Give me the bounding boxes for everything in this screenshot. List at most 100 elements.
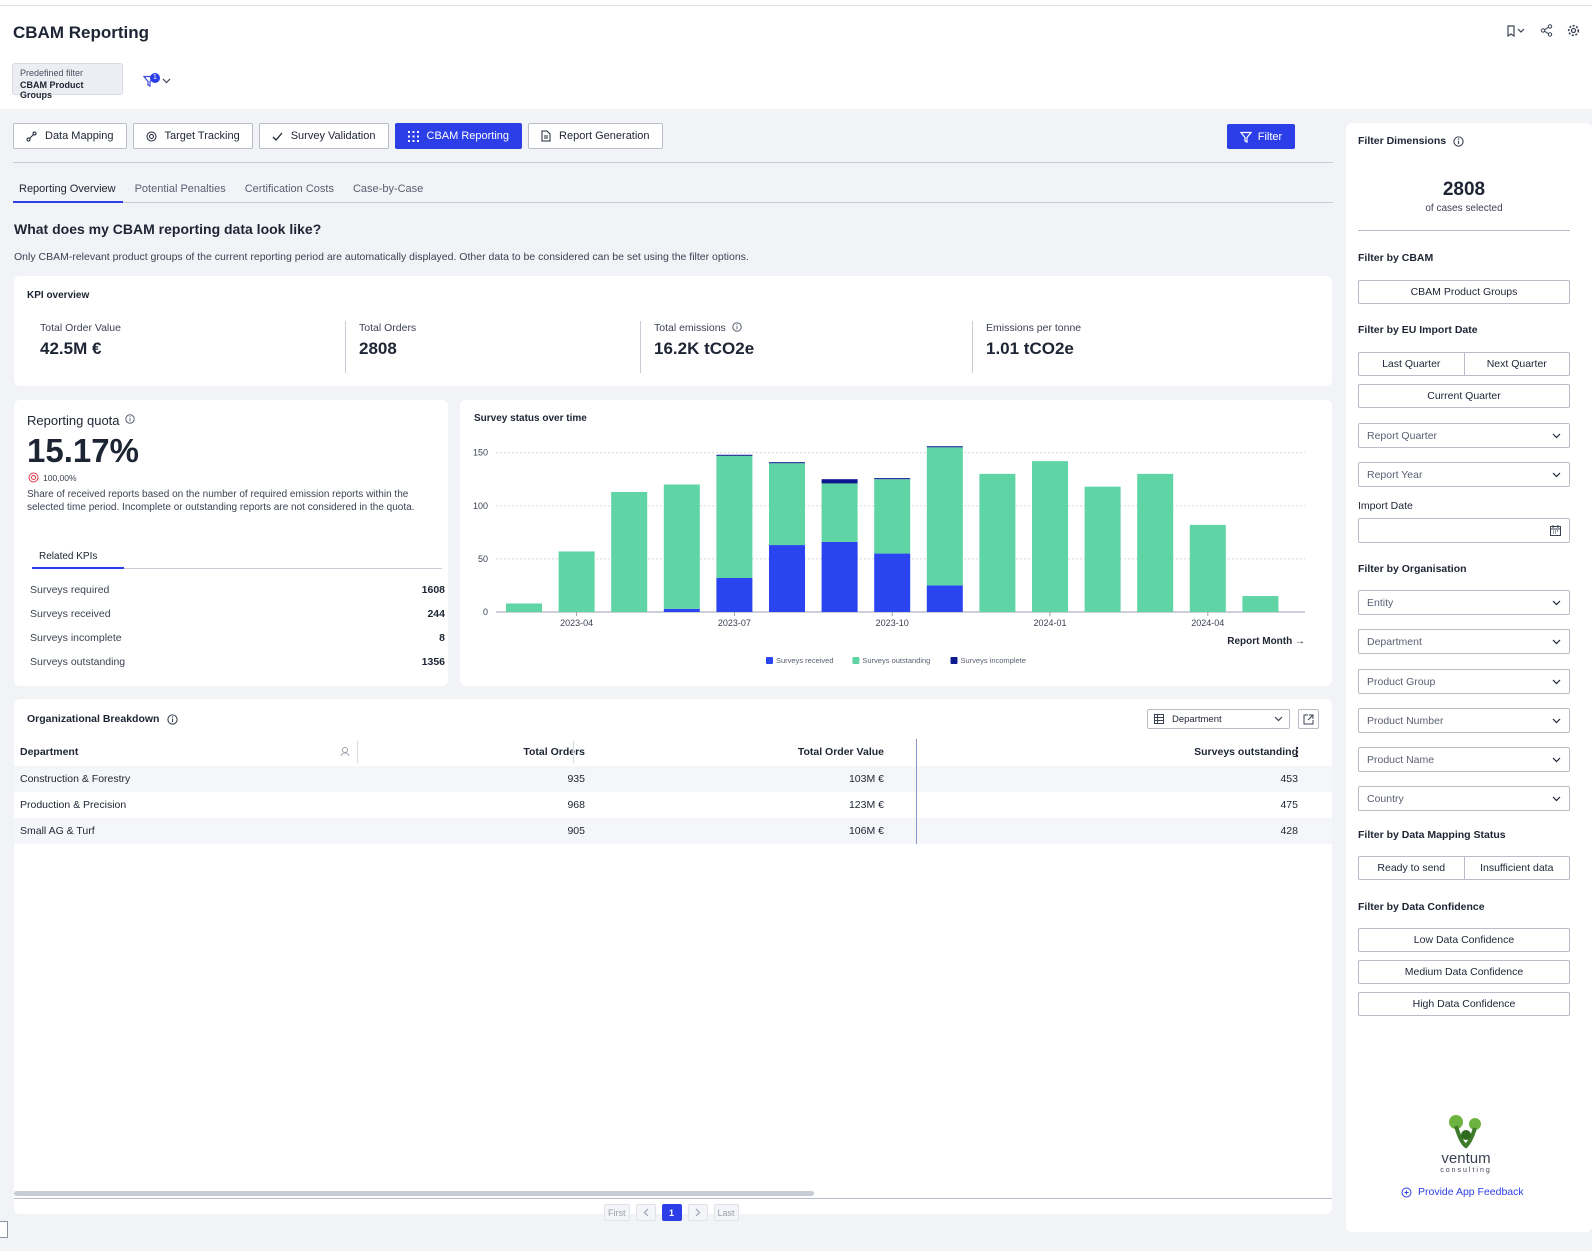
department-dropdown[interactable]: Department [1358,629,1570,654]
chevron-down-icon [1552,639,1561,644]
target-icon [28,472,39,483]
filter-button[interactable]: Filter [1227,124,1295,149]
nav-target-tracking[interactable]: Target Tracking [132,123,253,149]
kpi-total-orders: Total Orders 2808 [359,322,416,359]
report-year-dropdown[interactable]: Report Year [1358,462,1570,487]
predefined-filter-chip[interactable]: Predefined filter CBAM Product Groups [12,63,123,100]
import-date-input[interactable] [1358,518,1570,543]
bar-segment [1084,486,1121,612]
chevron-down-icon [1552,472,1561,477]
pagination-current-page[interactable]: 1 [661,1204,682,1221]
tab-potential-penalties[interactable]: Potential Penalties [134,183,226,195]
mapping-icon [26,131,37,141]
filter-confidence-heading: Filter by Data Confidence [1358,901,1485,913]
bar-segment [926,446,963,448]
info-icon[interactable] [167,713,179,725]
nav-report-generation[interactable]: Report Generation [528,123,663,149]
bar-segment [663,484,700,609]
divider [972,321,973,373]
divider [32,568,442,569]
tab-certification-costs[interactable]: Certification Costs [244,183,334,195]
pagination-last[interactable]: Last [713,1204,739,1221]
related-kpi-row: Surveys received 244 [30,608,445,620]
pagination-next[interactable] [687,1204,708,1221]
active-tab-indicator [13,201,123,203]
tab-reporting-overview[interactable]: Reporting Overview [19,183,116,195]
current-quarter-button[interactable]: Current Quarter [1358,384,1570,408]
column-header-department[interactable]: Department [20,746,79,758]
product-number-dropdown[interactable]: Product Number [1358,708,1570,733]
x-tick-label: 2023-04 [560,618,593,628]
quota-target: 100,00% [28,472,77,483]
gear-icon[interactable] [1567,24,1580,37]
kpi-value: 16.2K tCO2e [654,339,755,358]
provide-feedback-link[interactable]: Provide App Feedback [1401,1186,1524,1198]
pagination-first[interactable]: First [604,1204,630,1221]
export-button[interactable] [1298,709,1319,729]
legend-swatch [852,657,860,664]
info-icon[interactable] [732,322,742,332]
x-tick-label: 2024-01 [1033,618,1066,628]
related-kpi-row: Surveys outstanding 1356 [30,656,445,668]
table-row[interactable]: Construction & Forestry 935 103M € 453 [14,766,1332,792]
more-options-icon[interactable] [1295,746,1299,758]
insufficient-data-button[interactable]: Insufficient data [1463,857,1570,879]
cbam-product-groups-button[interactable]: CBAM Product Groups [1358,280,1570,304]
column-header-surveys-outstanding[interactable]: Surveys outstanding [1194,746,1298,758]
medium-confidence-button[interactable]: Medium Data Confidence [1358,960,1570,984]
entity-dropdown[interactable]: Entity [1358,590,1570,615]
column-header-total-orders[interactable]: Total Orders [523,746,585,758]
country-dropdown[interactable]: Country [1358,786,1570,811]
low-confidence-button[interactable]: Low Data Confidence [1358,928,1570,952]
side-panel-toggle[interactable] [0,1221,8,1238]
info-icon[interactable] [1453,135,1464,147]
bar-segment [874,478,911,480]
kpi-label: Emissions per tonne [986,322,1082,334]
y-tick-label: 150 [473,448,488,458]
last-quarter-button[interactable]: Last Quarter [1382,358,1441,370]
product-name-dropdown[interactable]: Product Name [1358,747,1570,772]
bar-segment [1032,461,1068,612]
report-quarter-dropdown[interactable]: Report Quarter [1358,423,1570,448]
chevron-down-icon [1552,433,1561,438]
next-quarter-button[interactable]: Next Quarter [1463,353,1570,375]
dimension-select[interactable]: Department [1147,709,1290,729]
checkmark-icon [272,132,283,141]
bookmark-icon[interactable] [1506,24,1526,37]
kpi-overview-card: KPI overview Total Order Value 42.5M € T… [14,276,1332,386]
divider [345,321,346,373]
high-confidence-button[interactable]: High Data Confidence [1358,992,1570,1016]
calendar-icon[interactable] [1550,525,1561,536]
table-row[interactable]: Production & Precision 968 123M € 475 [20,799,1298,811]
horizontal-scrollbar[interactable] [14,1191,814,1196]
table-row[interactable]: Small AG & Turf 905 106M € 428 [14,818,1332,844]
info-icon[interactable] [125,414,135,424]
share-icon[interactable] [1540,24,1553,37]
column-header-total-order-value[interactable]: Total Order Value [797,746,884,758]
bar-segment [769,462,805,464]
nav-survey-validation[interactable]: Survey Validation [258,123,389,149]
nav-cbam-reporting[interactable]: CBAM Reporting [394,123,523,149]
chart-title: Survey status over time [474,413,587,424]
column-resizer[interactable] [357,741,358,763]
nav-data-mapping[interactable]: Data Mapping [13,123,127,149]
bar-segment [769,545,805,612]
pagination-prev[interactable] [635,1204,656,1221]
active-tab-indicator [32,567,124,569]
column-resizer[interactable] [573,741,574,763]
target-icon [146,131,156,141]
kpi-value: 2808 [359,339,397,358]
legend-label: Surveys received [776,656,834,665]
bar-segment [1137,473,1174,612]
filter-import-date-heading: Filter by EU Import Date [1358,324,1478,336]
bar-segment [821,479,858,484]
search-person-icon[interactable] [340,746,351,757]
bar-segment [926,585,963,612]
tab-related-kpis[interactable]: Related KPIs [39,551,98,562]
divider [1358,230,1570,231]
tab-case-by-case[interactable]: Case-by-Case [352,183,424,195]
product-group-dropdown[interactable]: Product Group [1358,669,1570,694]
bar-segment [506,603,542,612]
ready-to-send-button[interactable]: Ready to send [1377,862,1446,874]
active-filters-toggle[interactable]: 1 [143,73,171,87]
